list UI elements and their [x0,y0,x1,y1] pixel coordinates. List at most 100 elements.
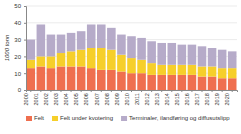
bar [117,55,126,72]
tick-label: 40 [14,20,21,26]
axis-line [24,7,27,91]
y-axis-title: 1000 tonn [4,34,10,61]
bar [77,66,86,90]
bar [228,68,237,78]
bar [218,50,227,68]
tick-mark [161,90,162,92]
bar [168,43,177,65]
tick-mark [141,90,142,92]
tick-label: 2009 [114,93,120,105]
tick-mark [24,56,26,57]
tick-label: 2018 [204,93,210,105]
bar [107,70,116,90]
legend-swatch [26,116,32,121]
tick: 2011 [134,90,142,105]
bar [97,24,106,48]
bar [87,24,96,48]
bar [208,48,217,66]
tick-mark [111,90,112,92]
tick: 2012 [144,90,152,105]
bar [127,58,136,73]
bar [77,31,86,49]
bar [228,51,237,68]
tick: 2010 [124,90,132,105]
plot: 0102030405020002001200220032004200520062… [14,3,237,105]
x-axis: 2000200120022003200420052006200720082009… [23,90,237,105]
tick: 2005 [73,90,81,105]
tick-mark [50,90,51,92]
bar [87,68,96,90]
chart: 0102030405020002001200220032004200520062… [0,0,241,134]
tick-label: 2008 [104,93,110,105]
tick-mark [24,6,26,7]
bar [198,77,207,90]
tick-mark [30,90,31,92]
bar [168,75,177,90]
bar [147,63,156,75]
bar [198,46,207,66]
tick-mark [151,90,152,92]
axis-line [27,91,238,93]
bar [107,50,116,70]
tick: 0 [18,87,26,93]
bar [67,51,76,66]
tick-mark [101,90,102,92]
tick-label: 2005 [73,93,79,105]
legend-label: Felt under kvotering [60,115,113,121]
tick-mark [81,90,82,92]
tick-label: 2001 [33,93,39,105]
tick-mark [131,90,132,92]
tick-label: 2004 [63,93,69,105]
bar [178,45,187,65]
tick: 40 [14,20,26,26]
tick-label: 2013 [154,93,160,105]
tick-mark [121,90,122,92]
bar [218,78,227,90]
tick-mark [60,90,61,92]
grid [26,6,237,90]
tick-mark [202,90,203,92]
bar [27,40,36,60]
bar [37,66,46,90]
bar [147,41,156,63]
tick-label: 2014 [164,93,170,105]
tick: 2014 [164,90,172,105]
bar [178,65,187,75]
y-axis: 01020304050 [14,3,26,93]
tick-label: 2011 [134,93,140,105]
tick: 2020 [224,90,232,105]
tick-mark [71,90,72,92]
tick-label: 2020 [224,93,230,105]
bar [37,24,46,56]
bar [117,35,126,55]
grid-line [26,6,237,7]
tick-label: 20 [14,54,21,60]
tick: 2019 [214,90,222,105]
bar [67,66,76,90]
tick-mark [24,23,26,24]
tick: 2002 [43,90,51,105]
legend-label: Felt [34,115,44,121]
legend-item: Terminaler, ilandføring og diffusutslipp [121,115,230,121]
legend-item: Felt under kvotering [52,115,113,121]
tick: 2000 [23,90,31,105]
bar [157,75,166,90]
bar [127,36,136,58]
bar [188,45,197,65]
bar [77,50,86,67]
bar [157,65,166,75]
tick-mark [222,90,223,92]
tick-mark [40,90,41,92]
tick: 2016 [184,90,192,105]
tick: 10 [14,71,26,77]
bar [27,68,36,90]
tick-mark [191,90,192,92]
bar [137,38,146,60]
bar [147,75,156,90]
grid-line [26,22,237,23]
tick-label: 2003 [53,93,59,105]
bar [47,68,56,90]
tick-label: 30 [14,37,21,43]
tick-mark [171,90,172,92]
bar [208,77,217,90]
